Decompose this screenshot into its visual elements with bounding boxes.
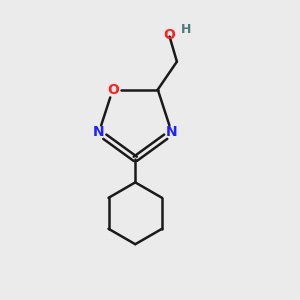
Text: O: O: [164, 28, 175, 42]
Text: N: N: [93, 125, 105, 140]
Text: N: N: [166, 125, 178, 140]
Text: H: H: [181, 23, 191, 36]
Text: O: O: [107, 82, 119, 97]
